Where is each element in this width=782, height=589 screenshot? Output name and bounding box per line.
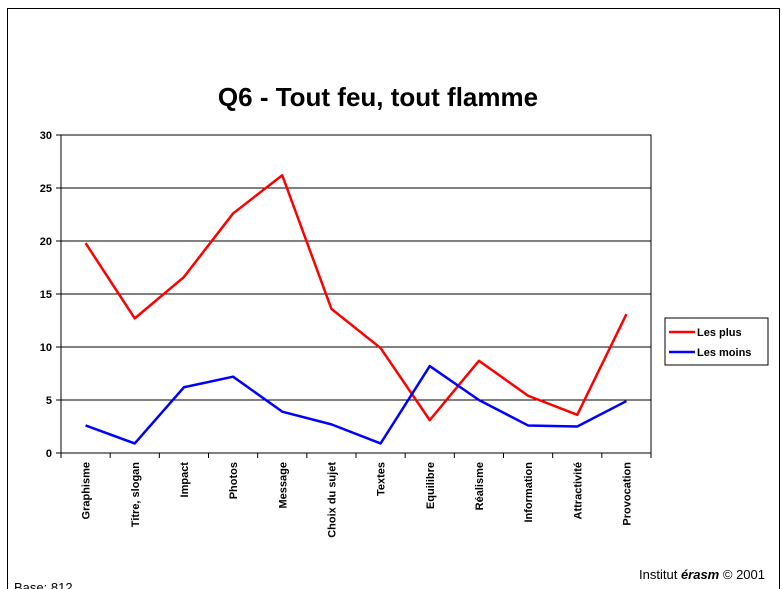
x-tick-label: Titre, slogan [130, 462, 142, 527]
x-tick-label: Textes [376, 462, 388, 496]
y-tick-label: 0 [46, 448, 52, 460]
x-tick-label: Equilibre [425, 462, 437, 509]
legend-box [664, 317, 769, 366]
y-tick-label: 10 [40, 342, 52, 354]
x-tick-label: Choix du sujet [326, 462, 338, 538]
x-tick-label: Impact [179, 462, 191, 498]
x-tick-label: Information [523, 462, 535, 523]
line-series [85, 364, 627, 445]
line-series [84, 174, 628, 422]
x-tick-label: Attractivité [572, 462, 584, 519]
x-tick-label: Provocation [621, 462, 633, 526]
base-note: Base: 812 [14, 580, 73, 589]
x-tick-label: Réalisme [474, 462, 486, 510]
credit-brand: érasm [681, 567, 720, 582]
x-tick-label: Photos [228, 462, 240, 499]
credit-prefix: Institut [639, 567, 678, 582]
credit: Institut érasm © 2001 [639, 567, 765, 582]
credit-suffix: © 2001 [723, 567, 765, 582]
legend-label: Les moins [697, 347, 751, 359]
y-tick-label: 30 [40, 130, 52, 142]
x-tick-label: Message [277, 462, 289, 508]
y-tick-label: 15 [40, 289, 52, 301]
legend-label: Les plus [697, 327, 742, 339]
y-tick-label: 5 [46, 395, 52, 407]
y-tick-label: 20 [40, 236, 52, 248]
x-tick-label: Graphisme [81, 462, 93, 519]
chart-title: Q6 - Tout feu, tout flamme [218, 82, 538, 112]
y-tick-label: 25 [40, 183, 52, 195]
